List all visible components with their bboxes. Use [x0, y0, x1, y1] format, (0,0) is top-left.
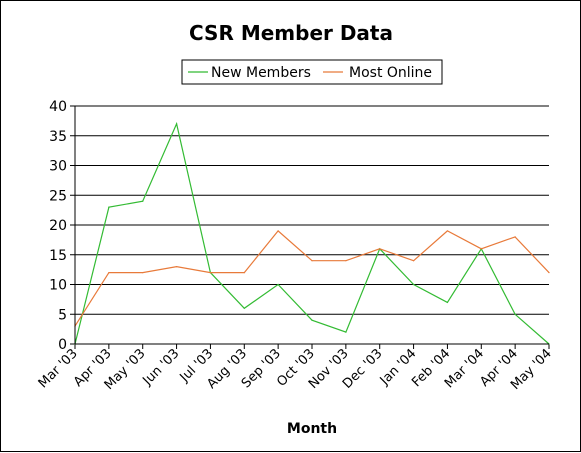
data-point	[175, 266, 178, 268]
data-point	[175, 123, 178, 125]
data-point	[142, 200, 144, 202]
data-point	[243, 307, 245, 309]
data-point	[142, 272, 144, 274]
data-point	[277, 230, 279, 232]
data-point	[311, 319, 313, 321]
data-point	[108, 272, 110, 274]
data-point	[514, 313, 516, 315]
data-point	[243, 272, 245, 274]
y-tick-label: 25	[49, 188, 67, 204]
chart-title: CSR Member Data	[189, 21, 393, 45]
data-point	[412, 260, 415, 262]
y-tick-label: 35	[49, 129, 67, 145]
y-tick-label: 0	[58, 337, 67, 353]
data-point	[345, 331, 347, 333]
legend: New Members Most Online	[181, 59, 443, 85]
legend-label-most-online: Most Online	[349, 65, 432, 81]
y-tick-label: 20	[49, 218, 67, 234]
y-tick-label: 40	[49, 99, 67, 115]
data-point	[514, 236, 516, 238]
x-tick-label: Jun '03	[140, 346, 183, 389]
y-tick-label: 15	[49, 248, 67, 264]
legend-label-new-members: New Members	[211, 65, 311, 81]
data-point	[446, 301, 449, 303]
data-point	[209, 272, 212, 274]
data-point	[548, 272, 550, 274]
data-point	[345, 260, 347, 262]
data-point	[412, 283, 415, 286]
data-point	[379, 248, 381, 250]
y-tick-label: 30	[49, 159, 67, 175]
data-point	[446, 230, 449, 232]
x-axis-label: Month	[287, 421, 337, 437]
series-line-most-online	[74, 230, 550, 327]
y-tick-label: 10	[49, 278, 67, 294]
data-point	[277, 283, 279, 286]
legend-box	[181, 59, 443, 85]
data-point	[311, 260, 313, 262]
axes	[74, 106, 549, 345]
y-axis-ticks: 0 5 10 15 20 25 30 35 40	[49, 99, 75, 353]
y-tick-label: 5	[58, 307, 67, 323]
series-line-new-members	[74, 121, 550, 345]
series-lines	[74, 121, 550, 345]
data-point	[480, 248, 482, 250]
gridlines	[75, 105, 549, 315]
data-point	[108, 206, 110, 208]
